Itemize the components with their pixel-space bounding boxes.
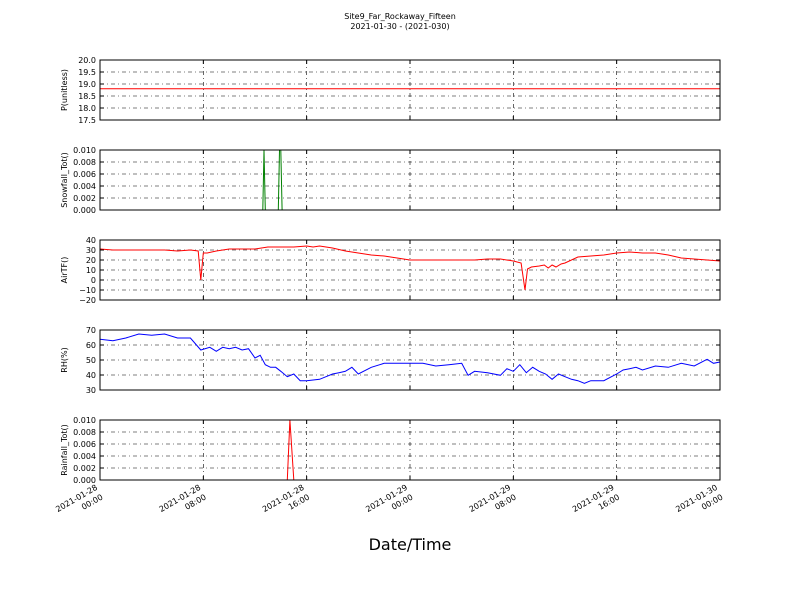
y-tick-label: 60	[86, 341, 96, 350]
x-axis-label: Date/Time	[369, 535, 452, 554]
y-tick-label: −20	[79, 296, 96, 305]
y-axis-label: P(unitless)	[60, 69, 69, 111]
y-tick-label: 40	[86, 236, 96, 245]
panel-1: 17.5 18.0 18.5 19.0 19.5 20.0 P(unitless)	[60, 56, 721, 125]
y-tick-label: 19.0	[78, 80, 96, 89]
y-tick-label: 0	[91, 276, 96, 285]
grid	[100, 60, 720, 120]
grid	[100, 150, 720, 210]
series-line	[99, 245, 721, 291]
y-tick-label: 40	[86, 371, 96, 380]
y-tick-label: 0.004	[73, 182, 96, 191]
panel-5: 0.000 0.002 0.004 0.006 0.008 0.010 Rainfall_T…	[60, 416, 721, 485]
y-tick-label: 0.010	[73, 416, 96, 425]
figure-subtitle: 2021-01-30 - (2021-030)	[350, 22, 449, 31]
y-tick-label: 20	[86, 256, 96, 265]
y-tick-label: 30	[86, 386, 96, 395]
y-tick-label: 0.006	[73, 440, 96, 449]
grid	[100, 330, 720, 390]
y-axis-label: AirTF()	[60, 257, 69, 284]
y-axis-label: Rainfall_Tot()	[60, 424, 69, 476]
series-line	[99, 333, 721, 384]
y-tick-label: 20.0	[78, 56, 96, 65]
y-tick-label: 50	[86, 356, 96, 365]
y-tick-label: 0.006	[73, 170, 96, 179]
y-tick-label: 0.010	[73, 146, 96, 155]
y-tick-label: 70	[86, 326, 96, 335]
y-axis-label: Snowfall_Tot()	[60, 152, 69, 208]
panel-4: 30 40 50 60 70 RH(%)	[60, 326, 721, 395]
y-tick-label: 0.008	[73, 158, 96, 167]
panel-2: 0.000 0.002 0.004 0.006 0.008 0.010 Snowfall_T…	[60, 146, 721, 215]
y-tick-label: 18.5	[78, 92, 96, 101]
y-tick-label: 0.008	[73, 428, 96, 437]
y-tick-label: 0.002	[73, 464, 96, 473]
y-tick-label: 10	[86, 266, 96, 275]
y-tick-label: 19.5	[78, 68, 96, 77]
y-axis-label: RH(%)	[60, 347, 69, 372]
y-tick-label: 0.000	[73, 206, 96, 215]
y-tick-label: −10	[79, 286, 96, 295]
y-tick-label: 30	[86, 246, 96, 255]
y-tick-label: 0.002	[73, 194, 96, 203]
y-tick-label: 18.0	[78, 104, 96, 113]
panels: 17.5 18.0 18.5 19.0 19.5 20.0 P(unitless) 0.000…	[60, 56, 721, 485]
figure-title: Site9_Far_Rockaway_Fifteen	[344, 12, 456, 21]
y-tick-label: 17.5	[78, 116, 96, 125]
y-tick-label: 0.004	[73, 452, 96, 461]
y-tick-label: 0.000	[73, 476, 96, 485]
grid	[100, 420, 720, 480]
